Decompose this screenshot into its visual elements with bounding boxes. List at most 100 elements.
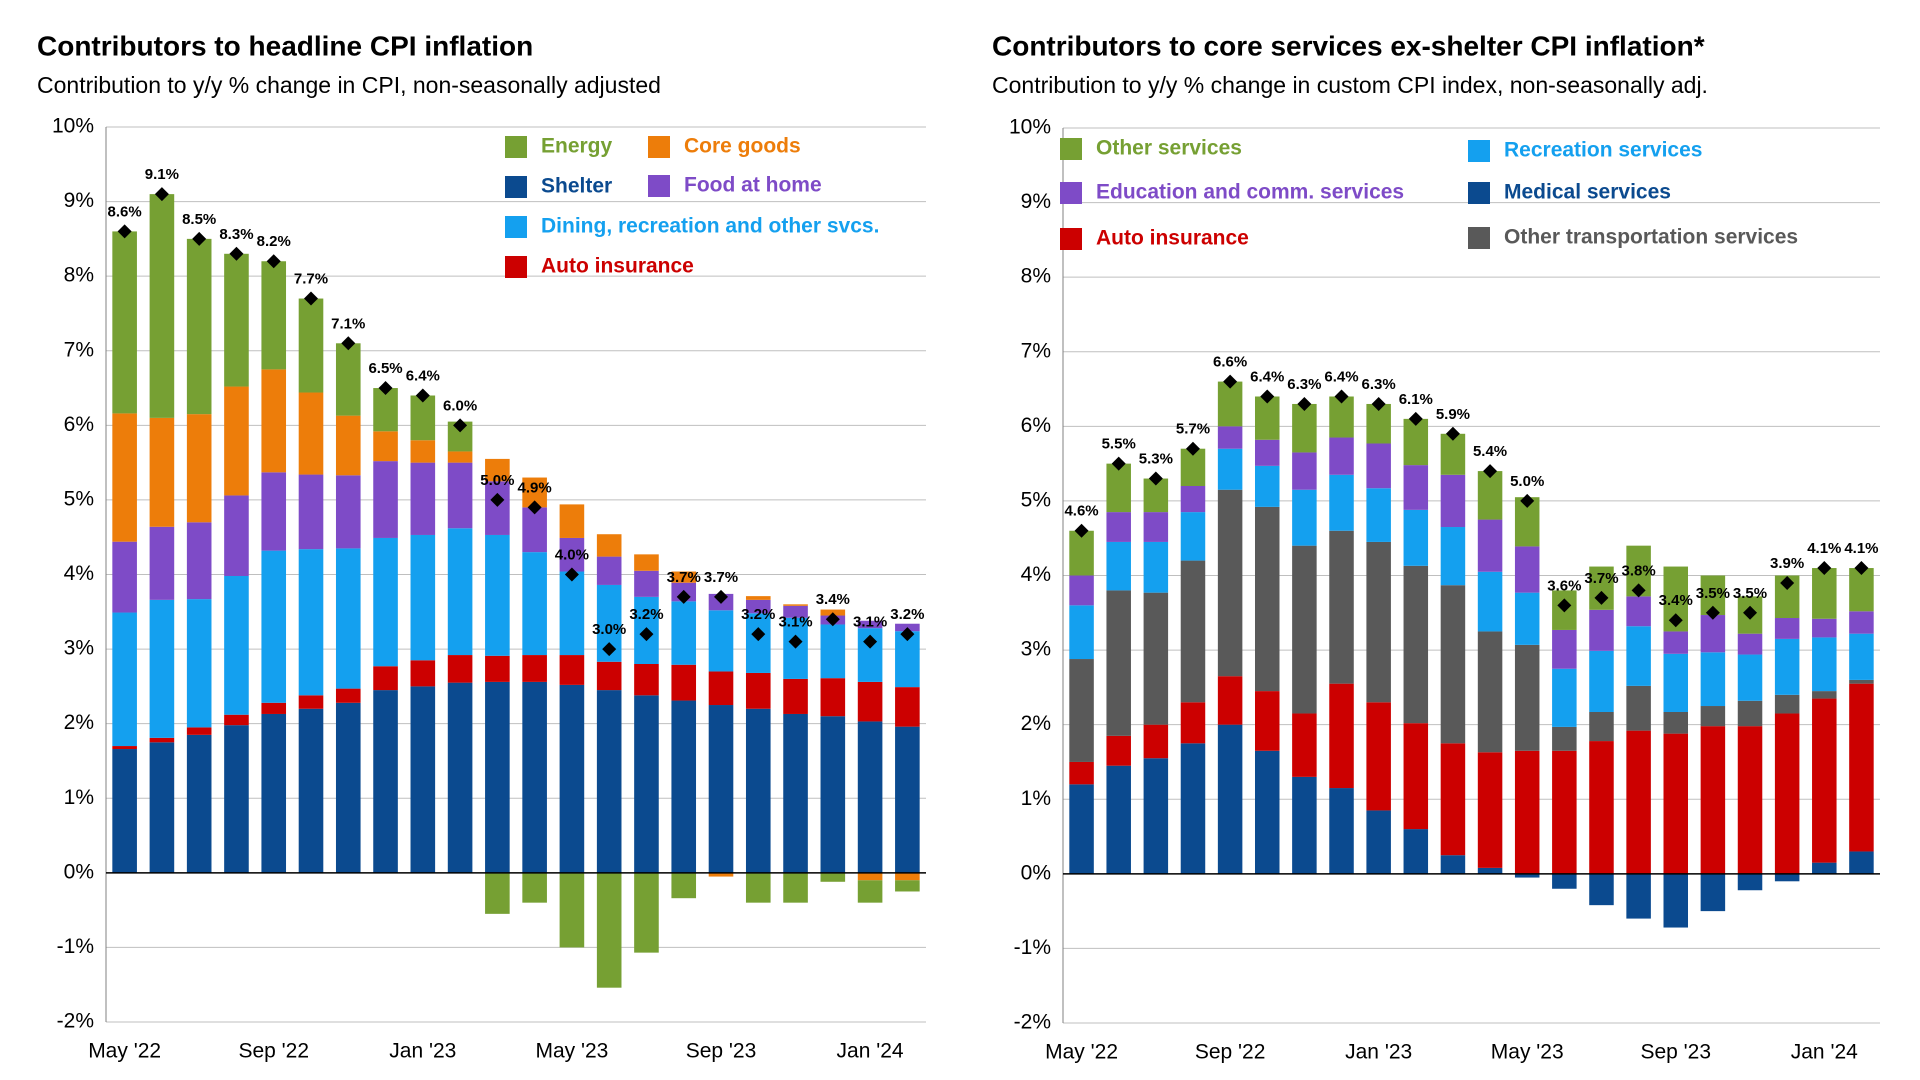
value-label: 5.0% — [1510, 473, 1544, 490]
bar-segment — [596, 534, 622, 557]
x-tick-label: May '23 — [535, 1040, 608, 1063]
bar-segment — [1626, 626, 1651, 686]
value-label: 6.4% — [1250, 368, 1284, 385]
bar-segment — [149, 194, 175, 418]
y-tick-label: 0% — [64, 860, 94, 883]
bar-segment — [1849, 633, 1874, 680]
bar-segment — [1329, 437, 1354, 475]
total-marker — [1631, 583, 1646, 598]
bar-segment — [1626, 730, 1651, 874]
bar-segment — [447, 462, 473, 529]
bar-segment — [1552, 873, 1577, 889]
bar-segment — [1143, 512, 1169, 542]
legend-label: Other transportation services — [1504, 226, 1798, 249]
bar-segment — [820, 716, 846, 873]
bar-segment — [1812, 568, 1837, 619]
total-marker — [1483, 464, 1498, 479]
y-tick-label: 6% — [64, 413, 94, 436]
legend-swatch — [505, 216, 527, 238]
bar-segment — [186, 599, 212, 728]
bar-segment — [298, 695, 324, 709]
legend-label: Auto insurance — [1096, 227, 1249, 250]
total-marker — [1854, 561, 1869, 576]
bar-segment — [857, 880, 883, 903]
value-label: 5.3% — [1139, 451, 1173, 468]
bar-segment — [1292, 489, 1317, 546]
bar-segment — [112, 413, 137, 542]
total-marker — [1111, 456, 1126, 471]
bar-segment — [596, 556, 622, 585]
value-label: 6.3% — [1362, 376, 1396, 393]
bar-segment — [596, 690, 622, 873]
bar-segment — [410, 440, 436, 463]
bar-segment — [522, 681, 547, 873]
bar-segment — [261, 472, 287, 551]
value-label: 3.9% — [1770, 555, 1804, 572]
value-label: 3.5% — [1733, 585, 1767, 602]
bar-segment — [149, 742, 175, 873]
bar-segment — [335, 702, 361, 873]
bar-segment — [708, 671, 734, 706]
x-tick-label: Sep '23 — [1640, 1041, 1711, 1064]
bar-segment — [112, 746, 137, 750]
bar-segment — [335, 548, 361, 689]
bar-segment — [1440, 855, 1466, 874]
bar-segment — [857, 681, 883, 722]
bar-segment — [783, 713, 808, 873]
bar-segment — [373, 666, 398, 691]
bar-segment — [1514, 873, 1540, 878]
bar-segment — [112, 231, 137, 414]
bar-segment — [634, 664, 659, 696]
y-tick-label: 8% — [64, 264, 94, 287]
bar-segment — [1774, 618, 1800, 639]
total-marker — [751, 627, 766, 642]
bar-segment — [820, 872, 846, 882]
chart-subtitle: Contribution to y/y % change in CPI, non… — [37, 72, 661, 98]
value-label: 5.5% — [1102, 436, 1136, 453]
bar-segment — [1403, 465, 1429, 510]
bar-segment — [895, 880, 920, 892]
bar-segment — [186, 727, 212, 735]
value-label: 3.8% — [1622, 562, 1656, 579]
bar-segment — [1254, 439, 1280, 466]
legend-swatch — [505, 256, 527, 278]
y-tick-label: -1% — [57, 935, 94, 958]
y-tick-label: 4% — [1021, 563, 1051, 586]
bar-segment — [1700, 726, 1726, 874]
bar-segment — [298, 392, 324, 475]
bar-segment — [1069, 605, 1094, 660]
bar-segment — [1812, 698, 1837, 863]
legend-label: Recreation services — [1504, 139, 1702, 162]
bar-segment — [1366, 488, 1391, 542]
bar-segment — [410, 660, 436, 687]
bar-segment — [671, 664, 697, 701]
bar-segment — [1626, 685, 1651, 731]
total-marker — [304, 291, 318, 306]
y-tick-label: 2% — [64, 711, 94, 734]
bar-segment — [1440, 585, 1466, 744]
bar-segment — [298, 474, 324, 550]
value-label: 8.3% — [219, 226, 253, 243]
x-tick-label: Jan '23 — [389, 1040, 456, 1063]
y-tick-label: -2% — [57, 1010, 94, 1033]
bar-segment — [373, 431, 398, 462]
y-tick-label: -1% — [1014, 936, 1051, 959]
chart-title: Contributors to headline CPI inflation — [37, 30, 533, 61]
legend-swatch — [1060, 228, 1082, 250]
legend-label: Other services — [1096, 137, 1242, 160]
x-tick-label: Jan '24 — [1791, 1041, 1858, 1064]
bar-segment — [1329, 788, 1354, 874]
value-label: 6.4% — [1324, 368, 1358, 385]
bar-segment — [1552, 750, 1577, 874]
bar-segment — [298, 298, 324, 393]
bar-segment — [335, 475, 361, 549]
bar-segment — [1514, 592, 1540, 645]
value-label: 5.7% — [1176, 421, 1210, 438]
bar-segment — [820, 624, 846, 679]
total-marker — [1371, 396, 1386, 411]
total-marker — [453, 418, 468, 433]
legend-swatch — [648, 136, 670, 158]
bar-segment — [335, 688, 361, 703]
bar-segment — [485, 681, 510, 873]
bar-segment — [1254, 465, 1280, 507]
